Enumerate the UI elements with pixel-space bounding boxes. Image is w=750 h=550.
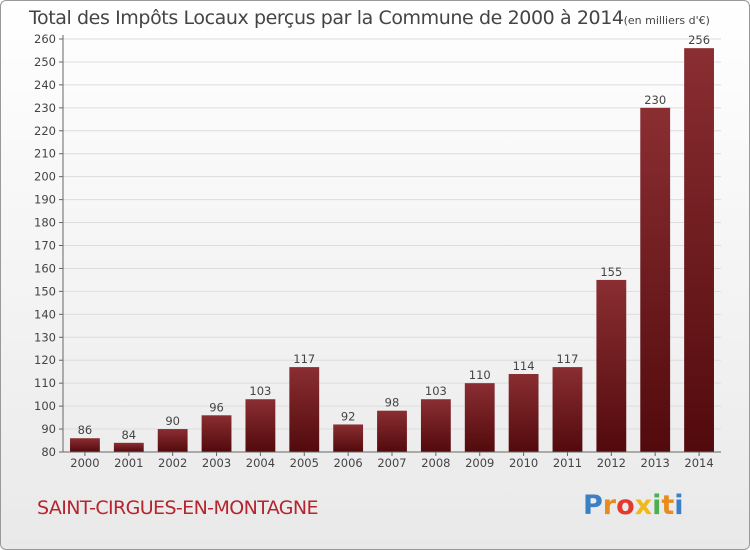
bar <box>508 373 539 452</box>
bar <box>333 424 364 452</box>
commune-name: SAINT-CIRGUES-EN-MONTAGNE <box>37 497 319 519</box>
bar <box>552 367 583 452</box>
bars <box>70 48 714 453</box>
logo-letter: t <box>661 490 675 521</box>
chart-subtitle: (en milliers d'€) <box>623 14 710 27</box>
x-tick-label: 2012 <box>597 456 626 470</box>
data-label: 117 <box>556 352 578 366</box>
y-tick-label: 140 <box>34 307 56 321</box>
bar <box>113 442 144 452</box>
bar <box>464 383 495 452</box>
bar <box>377 410 407 452</box>
proxiti-logo: Proxiti <box>583 490 684 521</box>
data-label: 117 <box>293 352 315 366</box>
y-tick-label: 120 <box>34 353 56 367</box>
y-tick-label: 80 <box>41 445 56 459</box>
x-tick-label: 2008 <box>421 456 450 470</box>
data-label: 90 <box>165 414 180 428</box>
data-label: 114 <box>513 359 535 373</box>
y-tick-label: 90 <box>41 422 56 436</box>
x-tick-label: 2003 <box>202 456 231 470</box>
y-tick-label: 250 <box>34 55 56 69</box>
x-tick-label: 2001 <box>114 456 143 470</box>
data-label: 92 <box>341 409 356 423</box>
y-tick-label: 170 <box>34 239 56 253</box>
y-tick-label: 190 <box>34 193 56 207</box>
bar <box>70 438 100 452</box>
x-tick-label: 2006 <box>333 456 362 470</box>
data-label: 110 <box>469 368 491 382</box>
x-tick-label: 2004 <box>246 456 275 470</box>
y-tick-label: 200 <box>34 170 56 184</box>
bar <box>157 429 188 452</box>
y-tick-label: 180 <box>34 216 56 230</box>
logo-letter: P <box>583 490 603 521</box>
logo-letter: r <box>602 490 617 521</box>
logo-letter: i <box>652 490 662 521</box>
bar <box>596 279 627 452</box>
data-label: 96 <box>209 400 224 414</box>
labels: 86 84 90 96 103 117 92 98 103 110 114 117 155 230 256 <box>78 33 710 442</box>
y-tick-label: 210 <box>34 147 56 161</box>
bar <box>640 107 671 452</box>
logo-letter: o <box>616 490 635 521</box>
x-tick-label: 2013 <box>641 456 670 470</box>
logo-letter: i <box>674 490 684 521</box>
data-label: 84 <box>121 428 136 442</box>
x-tick-label: 2007 <box>377 456 406 470</box>
y-tick-label: 100 <box>34 399 56 413</box>
y-tick-label: 240 <box>34 78 56 92</box>
data-label: 98 <box>385 396 400 410</box>
data-label: 230 <box>644 93 666 107</box>
data-label: 103 <box>249 384 271 398</box>
y-tick-label: 130 <box>34 330 56 344</box>
x-tick-label: 2010 <box>509 456 538 470</box>
axes: 8090100110120130140150160170180190200210… <box>34 32 721 470</box>
chart-title: Total des Impôts Locaux perçus par la Co… <box>29 7 624 29</box>
x-tick-label: 2011 <box>553 456 582 470</box>
bar <box>420 399 451 452</box>
bar <box>684 48 714 453</box>
data-label: 256 <box>688 33 710 47</box>
data-label: 86 <box>78 423 93 437</box>
y-tick-label: 220 <box>34 124 56 138</box>
bar <box>201 415 232 452</box>
logo-letter: x <box>634 490 653 521</box>
x-tick-label: 2014 <box>684 456 713 470</box>
y-tick-label: 150 <box>34 284 56 298</box>
data-label: 155 <box>600 265 622 279</box>
y-tick-label: 230 <box>34 101 56 115</box>
x-tick-label: 2000 <box>70 456 99 470</box>
x-tick-label: 2009 <box>465 456 494 470</box>
x-tick-label: 2005 <box>290 456 319 470</box>
chart-title-block: Total des Impôts Locaux perçus par la Co… <box>29 7 710 29</box>
y-tick-label: 110 <box>34 376 56 390</box>
bar <box>289 367 320 452</box>
y-tick-label: 160 <box>34 261 56 275</box>
x-tick-label: 2002 <box>158 456 187 470</box>
bar <box>245 399 276 452</box>
data-label: 103 <box>425 384 447 398</box>
y-tick-label: 260 <box>34 32 56 46</box>
